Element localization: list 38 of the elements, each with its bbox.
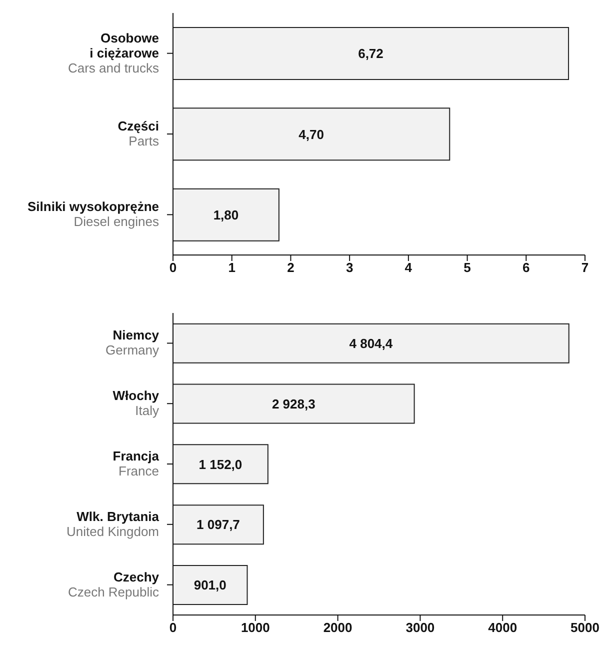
y-tick-label: Części Parts: [118, 118, 160, 148]
bar: [173, 27, 570, 80]
x-tick-label: 0: [169, 620, 177, 636]
bar: [173, 323, 570, 364]
x-tick-label: 6: [522, 260, 530, 276]
x-tick-label: 4: [404, 260, 413, 276]
x-tick-label: 2000: [323, 620, 352, 636]
x-tick-label: 2: [287, 260, 294, 276]
x-tick-label: 5: [464, 260, 471, 276]
x-tick-label: 1: [228, 260, 236, 276]
data-label: 901,0: [194, 578, 226, 593]
y-tick-label: Silniki wysokoprężne Diesel engines: [28, 199, 160, 230]
y-tick-label: Włochy Italy: [112, 388, 160, 418]
data-label: 4,70: [298, 126, 324, 142]
bar: [173, 384, 415, 424]
bar: [173, 504, 264, 545]
data-label: 2 928,3: [272, 396, 316, 412]
y-tick-label: Czechy Czech Republic: [68, 569, 160, 600]
x-tick-label: 3000: [406, 620, 435, 636]
y-tick-label: Osobowe i ciężarowe Cars and trucks: [68, 30, 160, 76]
data-label: 6,72: [358, 46, 384, 62]
data-label: 4 804,4: [349, 336, 394, 351]
x-tick-label: 5000: [570, 620, 600, 636]
data-label: 1,80: [213, 207, 239, 222]
x-tick-label: 4000: [488, 620, 518, 636]
data-label: 1 152,0: [198, 456, 242, 472]
x-tick-label: 1000: [240, 620, 270, 636]
bar: [173, 444, 268, 484]
bar: [173, 564, 248, 605]
bar: [173, 188, 280, 242]
data-label: 1 097,7: [196, 517, 240, 532]
y-tick-label: Niemcy Germany: [106, 328, 160, 358]
x-tick-label: 3: [346, 260, 354, 276]
y-tick-label: Wlk. Brytania United Kingdom: [66, 508, 160, 539]
x-tick-label: 0: [169, 260, 177, 276]
bar: [173, 108, 450, 161]
x-tick-label: 7: [581, 260, 589, 276]
y-tick-label: Francja France: [112, 448, 160, 478]
